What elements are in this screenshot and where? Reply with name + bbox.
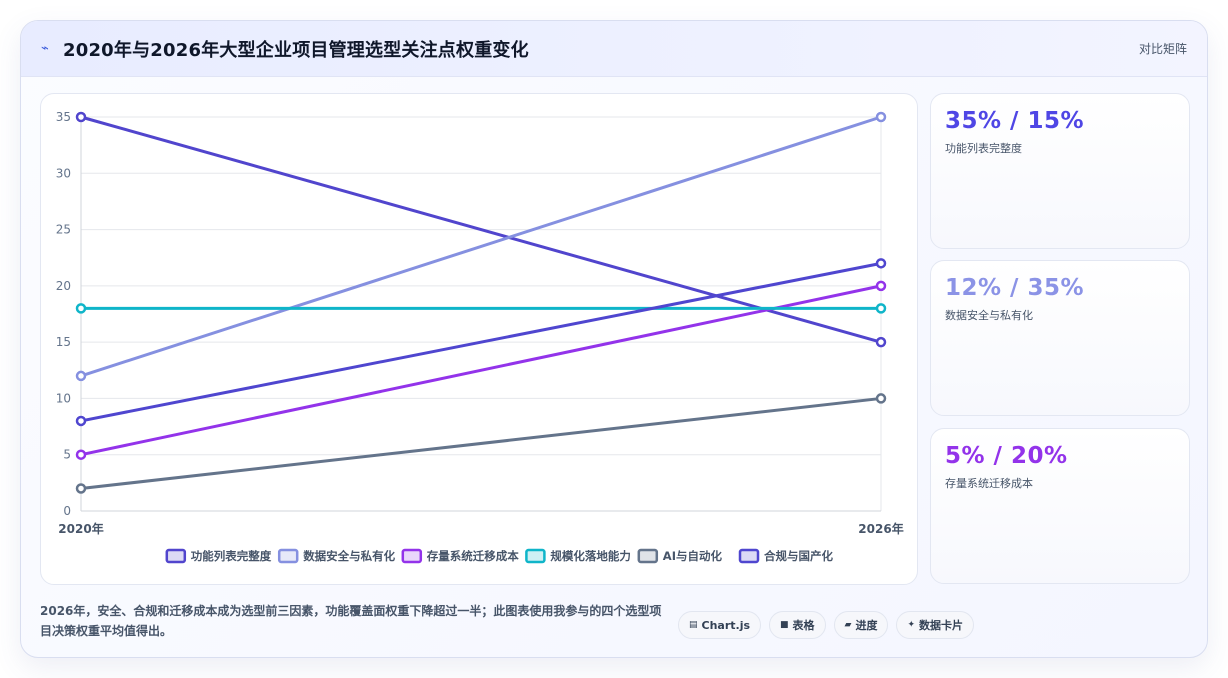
tag-label: 表格 bbox=[792, 619, 815, 632]
legend-label: 存量系统迁移成本 bbox=[427, 549, 519, 563]
stat-label: 数据安全与私有化 bbox=[945, 309, 1033, 322]
legend-swatch bbox=[525, 548, 546, 564]
stat-value: 35% / 15% bbox=[945, 108, 1085, 134]
data-point bbox=[875, 111, 887, 123]
data-point bbox=[75, 370, 87, 382]
footer-note: 2026年，安全、合规和迁移成本成为选型前三因素，功能覆盖面权重下降超过一半；此… bbox=[40, 604, 662, 638]
stat-card-1: 35% / 15% 功能列表完整度 bbox=[930, 93, 1190, 249]
tag-chartjs[interactable]: ▤ Chart.js bbox=[678, 611, 762, 639]
y-tick-label: 30 bbox=[56, 166, 71, 180]
tag-label: Chart.js bbox=[701, 618, 751, 632]
series-line bbox=[80, 396, 882, 490]
legend-label: 数据安全与私有化 bbox=[303, 549, 395, 563]
data-point bbox=[875, 280, 887, 292]
data-point bbox=[875, 336, 887, 348]
table-icon: ■ bbox=[780, 620, 789, 630]
legend-swatch bbox=[637, 548, 659, 564]
data-point bbox=[875, 303, 887, 314]
sparkle-icon: ✦ bbox=[907, 620, 916, 630]
data-point bbox=[75, 415, 87, 427]
legend-label: 规模化落地能力 bbox=[550, 549, 631, 563]
card-header: ⌁ 2020年与2026年大型企业项目管理选型关注点权重变化 对比矩阵 bbox=[21, 21, 1207, 77]
legend-label: 功能列表完整度 bbox=[191, 549, 272, 563]
legend-label: AI与自动化 bbox=[663, 549, 723, 563]
data-point bbox=[875, 393, 887, 404]
legend-label: 合规与国产化 bbox=[764, 549, 833, 563]
stat-label: 功能列表完整度 bbox=[945, 142, 1022, 155]
tag-data-card[interactable]: ✦ 数据卡片 bbox=[896, 611, 975, 639]
stat-value: 5% / 20% bbox=[945, 443, 1068, 469]
data-point bbox=[75, 483, 87, 494]
stat-value: 12% / 35% bbox=[945, 275, 1085, 301]
data-point bbox=[75, 449, 87, 460]
tag-progress[interactable]: ▰ 进度 bbox=[833, 611, 889, 639]
tag-table[interactable]: ■ 表格 bbox=[769, 611, 826, 639]
title-group: ⌁ 2020年与2026年大型企业项目管理选型关注点权重变化 bbox=[41, 36, 529, 62]
y-tick-label: 0 bbox=[63, 504, 71, 518]
stat-label: 存量系统迁移成本 bbox=[945, 477, 1033, 490]
y-tick-label: 15 bbox=[56, 335, 71, 349]
y-tick-label: 5 bbox=[63, 448, 71, 462]
legend-swatch bbox=[401, 548, 423, 564]
y-tick-label: 25 bbox=[56, 223, 71, 237]
chart-icon: ▤ bbox=[689, 620, 698, 630]
tag-label: 进度 bbox=[855, 619, 878, 632]
progress-icon: ▰ bbox=[844, 620, 852, 630]
data-point bbox=[875, 258, 887, 269]
stat-card-2: 12% / 35% 数据安全与私有化 bbox=[930, 260, 1190, 416]
series-line bbox=[80, 115, 882, 378]
compare-matrix-label[interactable]: 对比矩阵 bbox=[1138, 42, 1187, 56]
tag-label: 数据卡片 bbox=[919, 619, 964, 632]
lightning-icon: ⌁ bbox=[41, 41, 49, 56]
x-tick-label: 2026年 bbox=[858, 521, 903, 536]
stat-card-3: 5% / 20% 存量系统迁移成本 bbox=[930, 428, 1190, 584]
y-tick-label: 35 bbox=[56, 110, 71, 124]
page-title: 2020年与2026年大型企业项目管理选型关注点权重变化 bbox=[63, 39, 529, 61]
data-point bbox=[75, 303, 87, 314]
series-line bbox=[80, 261, 882, 423]
x-tick-label: 2020年 bbox=[58, 521, 103, 536]
data-point bbox=[75, 111, 87, 123]
y-tick-label: 20 bbox=[56, 279, 71, 293]
legend-swatch bbox=[165, 548, 187, 564]
legend-swatch bbox=[738, 548, 760, 564]
series-line bbox=[80, 284, 882, 457]
series-line bbox=[80, 115, 882, 344]
line-chart-panel: 0 5 10 15 20 25 30 35 2020年 2026年功能列表完整度 数据安全与私有化 存… bbox=[40, 93, 918, 585]
y-tick-label: 10 bbox=[56, 391, 71, 405]
matrix-card: ⌁ 2020年与2026年大型企业项目管理选型关注点权重变化 对比矩阵 0 5 10… bbox=[20, 20, 1208, 658]
tag-list: ▤ Chart.js ■ 表格 ▰ 进度 ✦ 数据卡片 bbox=[678, 611, 975, 639]
legend-swatch bbox=[277, 548, 299, 564]
